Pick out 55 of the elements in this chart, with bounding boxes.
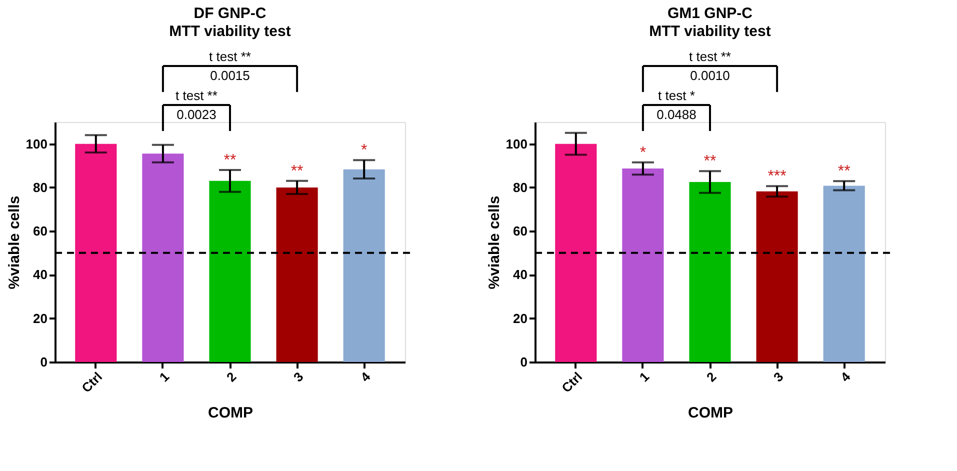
bar <box>823 186 865 362</box>
text: 0.0015 <box>210 68 250 83</box>
bar <box>209 180 251 362</box>
text: t test ** <box>176 88 218 103</box>
y-tick-label: 40 <box>33 267 48 282</box>
text: t test ** <box>689 49 731 64</box>
x-tick-label: Ctrl <box>78 369 106 396</box>
bar <box>555 144 597 362</box>
y-tick-label: 100 <box>506 136 528 152</box>
y-tick-label: 80 <box>513 180 528 195</box>
chart-subtitle: MTT viability test <box>169 23 291 40</box>
text: t test * <box>658 88 695 103</box>
annotation: *** <box>768 168 786 186</box>
x-tick-label: 4 <box>358 368 374 385</box>
x-tick-label: 1 <box>636 369 652 385</box>
x-tick-label: Ctrl <box>558 369 586 396</box>
x-tick-label: 3 <box>770 369 786 385</box>
chart-title: GM1 GNP-C <box>667 5 753 22</box>
y-tick-label: 0 <box>520 354 528 370</box>
bar <box>622 168 664 362</box>
text: 0.0010 <box>690 68 730 83</box>
bar <box>343 169 385 362</box>
y-axis-title: %viable cells <box>6 196 23 290</box>
x-tick-label: 2 <box>223 369 240 385</box>
y-tick-label: 20 <box>513 310 528 326</box>
bar <box>75 144 117 362</box>
x-axis-title: COMP <box>688 404 733 422</box>
annotation: * <box>360 142 368 160</box>
annotation: ** <box>224 152 236 169</box>
y-tick-label: 20 <box>33 310 48 326</box>
bar <box>756 191 798 362</box>
y-tick-label: 60 <box>33 224 48 239</box>
text: 0.0023 <box>176 107 216 122</box>
bar <box>689 182 731 362</box>
text: t test ** <box>209 49 251 64</box>
x-tick-label: 3 <box>290 369 306 385</box>
bar <box>276 187 318 362</box>
annotation: * <box>640 144 646 162</box>
y-tick-label: 0 <box>40 354 48 370</box>
annotation: ** <box>290 162 304 180</box>
y-tick-label: 100 <box>26 136 48 152</box>
y-tick-label: 40 <box>513 267 528 282</box>
x-axis-title: COMP <box>208 404 253 422</box>
annotation: ** <box>704 153 716 170</box>
bar <box>142 154 184 362</box>
x-tick-label: 4 <box>838 368 854 385</box>
annotation: ** <box>838 163 850 180</box>
x-tick-label: 2 <box>703 369 720 385</box>
chart-subtitle: MTT viability test <box>649 23 771 40</box>
y-tick-label: 80 <box>33 180 48 195</box>
y-axis-title: %viable cells <box>486 196 503 290</box>
chart-title: DF GNP-C <box>194 5 266 22</box>
x-tick-label: 1 <box>156 369 172 385</box>
text: 0.0488 <box>656 107 696 122</box>
y-tick-label: 60 <box>513 224 528 239</box>
